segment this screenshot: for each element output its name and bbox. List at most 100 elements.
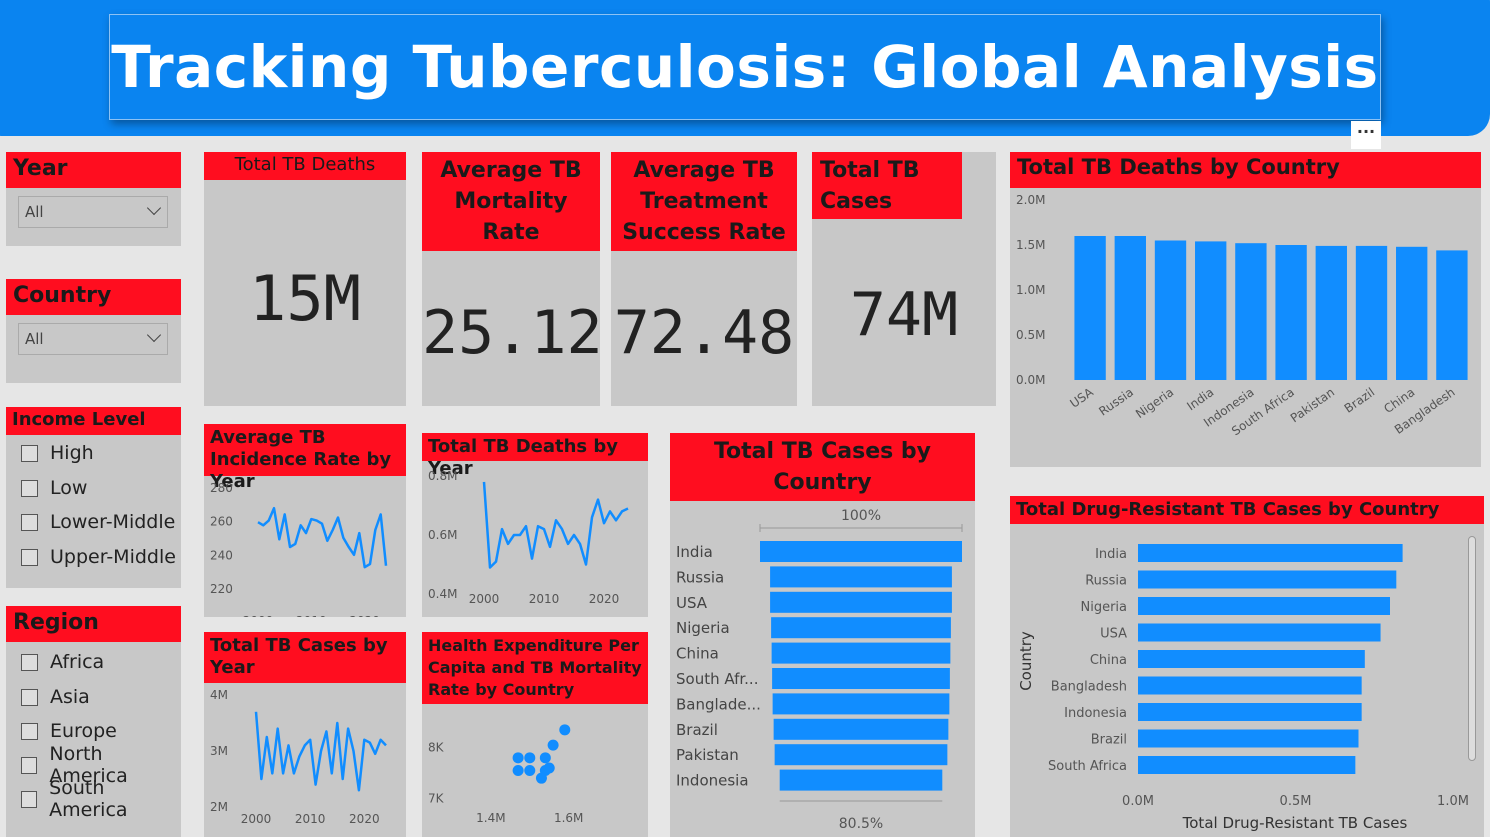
x-tick-label: Pakistan [1288, 385, 1337, 425]
checkbox-icon [21, 790, 38, 808]
region-slicer: Region Africa Asia Europe North America … [6, 606, 181, 837]
income-level-header: Income Level [6, 407, 181, 435]
bar [772, 668, 950, 689]
kpi-cases-value: 74M [849, 280, 959, 350]
income-option-upper-middle[interactable]: Upper-Middle [21, 544, 176, 570]
country-dropdown[interactable]: All [18, 323, 168, 355]
incidence-by-year-chart: Average TB Incidence Rate by Year 220 240… [204, 424, 406, 617]
scatter-point [524, 752, 536, 764]
series-line [482, 481, 629, 569]
checkbox-icon [21, 548, 38, 566]
category-label: Pakistan [676, 746, 739, 764]
x-tick-label: 2010 [529, 592, 560, 606]
bar [1114, 236, 1146, 380]
kpi-mortality-label: Average TB Mortality Rate [422, 152, 600, 251]
dashboard-title-box: Tracking Tuberculosis: Global Analysis [109, 14, 1381, 120]
bar [1138, 703, 1362, 721]
checkbox-icon [21, 653, 38, 671]
x-tick-label: USA [1067, 385, 1096, 411]
y-tick-label: 3M [210, 744, 228, 758]
region-option-north-america[interactable]: North America [21, 743, 181, 787]
x-tick-label: Brazil [1342, 385, 1377, 416]
x-tick-label: 2020 [589, 592, 620, 606]
kpi-treatment-card: Average TB Treatment Success Rate 72.48 [611, 152, 797, 406]
cases-by-year-plot: 2M 3M 4M 2000 2010 2020 [210, 688, 387, 826]
checkbox-icon [21, 513, 38, 531]
bar [1275, 245, 1307, 380]
category-label: China [676, 645, 719, 663]
scatter-point [524, 765, 536, 777]
y-tick-label: 0.4M [428, 587, 457, 601]
region-option-asia[interactable]: Asia [21, 684, 90, 710]
x-tick-label: 2010 [295, 812, 326, 826]
x-tick-label: 2000 [469, 592, 500, 606]
chart-title: Average TB Incidence Rate by Year [204, 424, 406, 492]
x-tick-label: 1.6M [554, 811, 583, 825]
bar [1355, 245, 1388, 380]
year-dropdown[interactable]: All [18, 196, 168, 228]
more-options-button[interactable]: ··· [1351, 121, 1381, 149]
bar [770, 566, 952, 588]
x-tick-label: India [1184, 385, 1216, 413]
deaths-by-year-plot: 0.4M 0.6M 0.8M 2000 2010 2020 [428, 469, 629, 606]
chevron-down-icon [146, 327, 162, 343]
chart-title: Total TB Cases by Country [670, 433, 975, 501]
scrollbar[interactable] [1468, 536, 1476, 761]
checkbox-icon [21, 444, 38, 462]
y-axis-title: Country [1017, 631, 1035, 691]
x-tick-label: 2020 [349, 614, 380, 617]
bar [773, 718, 949, 740]
health-vs-mortality-chart: Health Expenditure Per Capita and TB Mor… [422, 632, 648, 837]
x-tick-label: 2000 [241, 812, 272, 826]
bar [1138, 544, 1403, 562]
income-option-low[interactable]: Low [21, 475, 87, 501]
category-label: Russia [1085, 574, 1127, 589]
category-label: Russia [676, 568, 724, 586]
category-label: China [1090, 653, 1127, 668]
category-label: Brazil [676, 721, 718, 739]
category-label: Bangladesh [1051, 680, 1127, 695]
income-option-lower-middle[interactable]: Lower-Middle [21, 509, 175, 535]
x-tick-label: 2000 [243, 614, 274, 617]
chart-title: Total Drug-Resistant TB Cases by Country [1010, 496, 1484, 524]
drug-resistant-plot: India Russia Nigeria USA China Bangladesh Indo… [1017, 544, 1469, 832]
scatter-point [512, 752, 524, 764]
dashboard-title: Tracking Tuberculosis: Global Analysis [111, 33, 1379, 101]
bar [1074, 236, 1106, 380]
scatter-point [559, 724, 571, 736]
bar [1138, 676, 1362, 695]
region-option-south-america[interactable]: South America [21, 777, 181, 821]
bar [1138, 756, 1356, 774]
year-slicer: Year All [6, 152, 181, 246]
kpi-cases-card: Total TB Cases 74M [812, 152, 996, 406]
region-option-africa[interactable]: Africa [21, 649, 104, 675]
checkbox-icon [21, 756, 38, 774]
category-label: Banglade... [676, 695, 761, 713]
chart-title: Total TB Deaths by Country [1010, 152, 1481, 188]
y-tick-label: 0.0M [1016, 373, 1045, 387]
bar [1315, 245, 1347, 380]
region-option-europe[interactable]: Europe [21, 718, 117, 744]
region-slicer-header: Region [6, 606, 181, 642]
health-vs-mortality-plot: 8K 7K 1.4M 1.6M [428, 724, 583, 825]
y-tick-label: 280 [210, 481, 233, 495]
chart-title: Total TB Deaths by Year [422, 433, 648, 479]
country-dropdown-value: All [25, 330, 44, 348]
kpi-total-deaths-value: 15M [249, 262, 361, 335]
cases-by-country-plot: 100% India Russia USA Nigeria China South Afr.… [676, 508, 963, 832]
x-tick-label: 0.0M [1122, 794, 1154, 809]
scatter-point [535, 772, 547, 784]
chart-title: Health Expenditure Per Capita and TB Mor… [422, 632, 648, 704]
kpi-treatment-label: Average TB Treatment Success Rate [611, 152, 797, 251]
kpi-total-deaths-label: Total TB Deaths [204, 152, 406, 180]
scatter-point [547, 739, 559, 751]
category-label: Indonesia [676, 772, 749, 790]
bar [1396, 246, 1428, 380]
y-tick-label: 8K [428, 741, 445, 755]
year-dropdown-value: All [25, 203, 44, 221]
kpi-mortality-card: Average TB Mortality Rate 25.12 [422, 152, 603, 406]
income-option-high[interactable]: High [21, 440, 94, 466]
chevron-down-icon [146, 200, 162, 216]
cases-by-year-chart: Total TB Cases by Year 2M 3M 4M 2000 2010 202… [204, 632, 406, 837]
kpi-total-deaths-card: Total TB Deaths 15M [204, 152, 406, 406]
